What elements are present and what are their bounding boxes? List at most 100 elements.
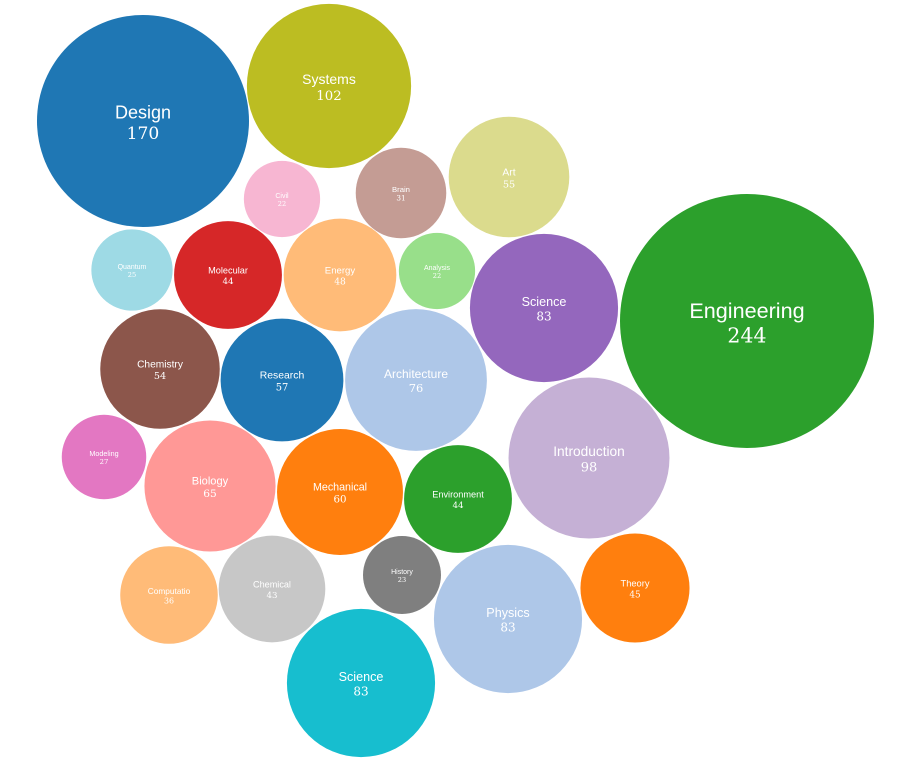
bubble-circle: [433, 544, 583, 694]
bubble[interactable]: Introduction 98: [508, 377, 670, 539]
bubble-value: 65: [203, 488, 216, 500]
bubble-circle: [100, 309, 220, 429]
bubble-label: Architecture: [384, 367, 448, 381]
bubble-circle: [469, 233, 619, 383]
bubble-circle: [508, 377, 670, 539]
bubble-label: Chemical: [253, 580, 291, 590]
bubble-value: 98: [581, 461, 598, 476]
bubble-label: Chemistry: [137, 359, 184, 370]
bubble-label: Civil: [275, 193, 289, 200]
bubble-circle: [286, 608, 436, 758]
bubble-label: Molecular: [208, 266, 248, 276]
bubble-circle: [218, 535, 326, 643]
bubble-value: 102: [316, 89, 341, 104]
bubble-label: Energy: [325, 266, 356, 277]
bubble-label: Research: [260, 370, 305, 381]
bubble-label: Biology: [192, 475, 229, 487]
bubble-value: 25: [128, 271, 136, 279]
bubble-value: 60: [334, 495, 347, 506]
bubble-circle: [277, 429, 403, 555]
bubble-circle: [580, 533, 690, 643]
bubble-circle: [36, 14, 250, 228]
bubble-circle: [345, 309, 487, 451]
bubble-circle: [246, 3, 412, 169]
bubble-label: Analysis: [424, 265, 451, 272]
bubble-circle: [404, 445, 512, 553]
bubble-value: 44: [222, 277, 234, 287]
bubble-label: Engineering: [689, 298, 804, 323]
bubble-value: 36: [164, 596, 174, 605]
bubble-value: 22: [278, 200, 286, 208]
bubble-value: 54: [154, 371, 166, 382]
bubble-label: Modeling: [89, 449, 118, 458]
bubble-circle: [120, 546, 218, 644]
bubble-value: 44: [452, 501, 464, 511]
bubble-label: Introduction: [553, 444, 625, 459]
bubble-value: 76: [409, 381, 424, 395]
bubble-circle: [220, 318, 344, 442]
bubble-value: 170: [127, 124, 160, 144]
bubble-label: Computatio: [148, 586, 191, 596]
bubble-value: 31: [396, 194, 405, 203]
bubble-label: Systems: [302, 71, 356, 87]
bubble-label: Physics: [486, 606, 529, 620]
bubble-value: 48: [334, 278, 346, 288]
bubble-value: 83: [353, 685, 368, 699]
bubble-circle: [398, 232, 476, 310]
bubble-label: Design: [115, 102, 171, 122]
bubble-value: 27: [100, 458, 109, 466]
bubble-value: 83: [500, 621, 515, 635]
bubble-value: 23: [398, 576, 406, 584]
bubble-value: 57: [276, 382, 289, 393]
bubble-label: Science: [522, 295, 567, 309]
bubble-circle: [363, 536, 441, 614]
bubble-label: Theory: [621, 579, 650, 589]
bubble-label: Art: [502, 167, 515, 178]
bubble-label: Brain: [392, 185, 410, 194]
bubble-label: Environment: [432, 490, 484, 500]
bubble-value: 45: [629, 590, 640, 600]
bubble-circle: [283, 218, 397, 332]
bubble-circle: [620, 194, 874, 448]
bubble-value: 43: [267, 591, 278, 601]
bubble[interactable]: Systems 102: [246, 3, 412, 169]
bubble-circle: [243, 160, 321, 238]
bubble-value: 83: [536, 310, 551, 324]
bubble-circle: [91, 229, 173, 311]
bubble-label: History: [391, 569, 413, 576]
bubble-circle: [174, 221, 282, 329]
bubble-circle: [61, 414, 147, 500]
bubble-label: Mechanical: [313, 481, 367, 493]
bubble-circle: [448, 116, 570, 238]
bubble-label: Quantum: [118, 264, 147, 271]
bubble[interactable]: Mechanical 60: [277, 429, 403, 555]
bubble-value: 244: [727, 324, 766, 348]
bubble-value: 22: [433, 272, 441, 280]
bubble-circle: [355, 147, 447, 239]
bubble-value: 55: [503, 179, 515, 190]
bubble-circle: [144, 420, 276, 552]
